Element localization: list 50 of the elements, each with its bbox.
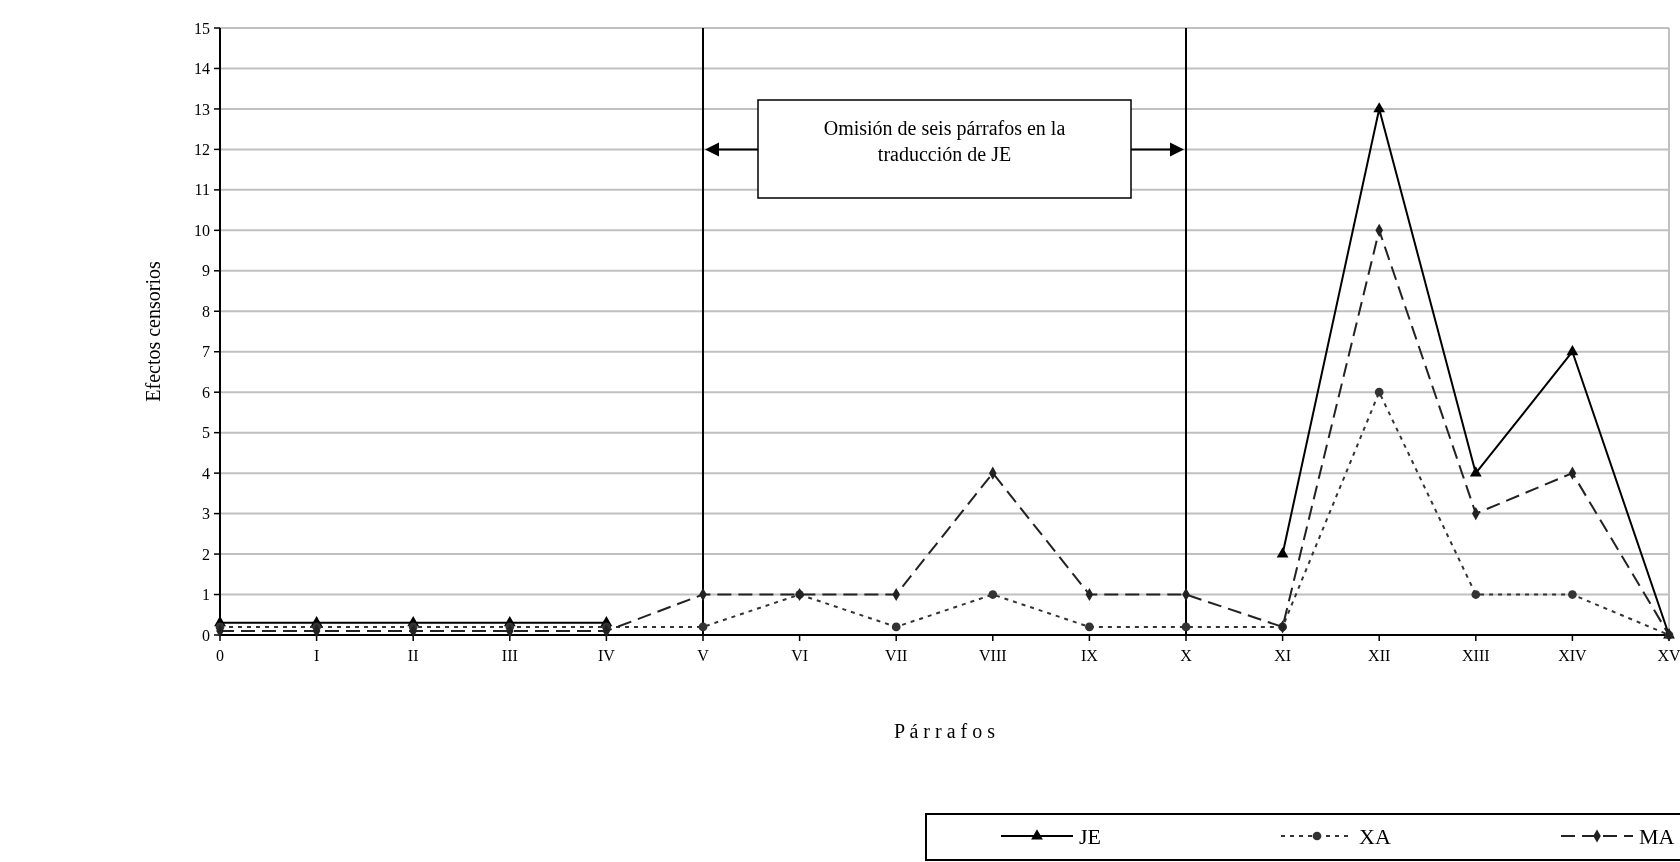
y-tick-label: 11 xyxy=(194,181,210,199)
point xyxy=(698,622,708,632)
x-tick-label: XI xyxy=(1274,647,1292,664)
x-tick-label: VIII xyxy=(979,647,1007,664)
x-tick-label: VII xyxy=(885,647,908,664)
legend-label: MA xyxy=(1639,823,1675,849)
annotation: Omisión de seis párrafos en la traducción de JE xyxy=(823,117,1066,165)
y-axis-title: Efectos censorios xyxy=(142,261,164,402)
x-tick-label: IV xyxy=(597,647,616,664)
y-tick-label: 14 xyxy=(194,60,210,78)
x-tick-label: VI xyxy=(791,647,809,664)
x-axis-title: P á r r a f o s xyxy=(894,720,996,742)
y-tick-label: 4 xyxy=(202,464,210,482)
point xyxy=(1373,102,1386,113)
point xyxy=(1471,590,1481,599)
y-tick-label: 7 xyxy=(202,343,210,361)
x-tick-label: X xyxy=(1180,647,1193,664)
point xyxy=(1085,622,1094,632)
x-tick-label: II xyxy=(407,647,419,664)
point xyxy=(891,622,901,632)
legend-label: XA xyxy=(1359,823,1391,849)
y-tick-label: 9 xyxy=(202,262,210,280)
y-tick-label: 2 xyxy=(202,545,210,563)
x-tick-label: V xyxy=(697,647,710,664)
point xyxy=(1568,590,1577,599)
y-tick-label: 8 xyxy=(202,302,210,320)
x-tick-label: I xyxy=(313,647,320,664)
y-tick-label: 12 xyxy=(194,141,210,158)
y-tick-label: 15 xyxy=(194,19,210,37)
y-tick-label: 5 xyxy=(202,424,210,442)
x-tick-label: XIII xyxy=(1462,647,1490,664)
point xyxy=(1181,622,1191,632)
point xyxy=(1374,387,1384,397)
x-tick-label: 0 xyxy=(216,647,224,664)
point xyxy=(1566,344,1579,356)
y-tick-label: 0 xyxy=(202,626,210,644)
x-tick-label: XII xyxy=(1368,647,1391,664)
point xyxy=(988,590,998,599)
y-tick-label: 10 xyxy=(194,221,210,239)
x-tick-label: XV xyxy=(1657,647,1680,664)
x-tick-label: III xyxy=(501,647,518,664)
y-tick-label: 13 xyxy=(194,100,210,118)
x-tick-label: IX xyxy=(1080,647,1099,664)
point xyxy=(1276,547,1289,558)
y-tick-label: 6 xyxy=(202,383,210,401)
point xyxy=(1469,466,1482,477)
y-tick-label: 3 xyxy=(202,505,210,523)
y-tick-label: 1 xyxy=(202,586,210,604)
x-tick-label: XIV xyxy=(1558,647,1588,664)
legend-label: JE xyxy=(1079,823,1101,849)
